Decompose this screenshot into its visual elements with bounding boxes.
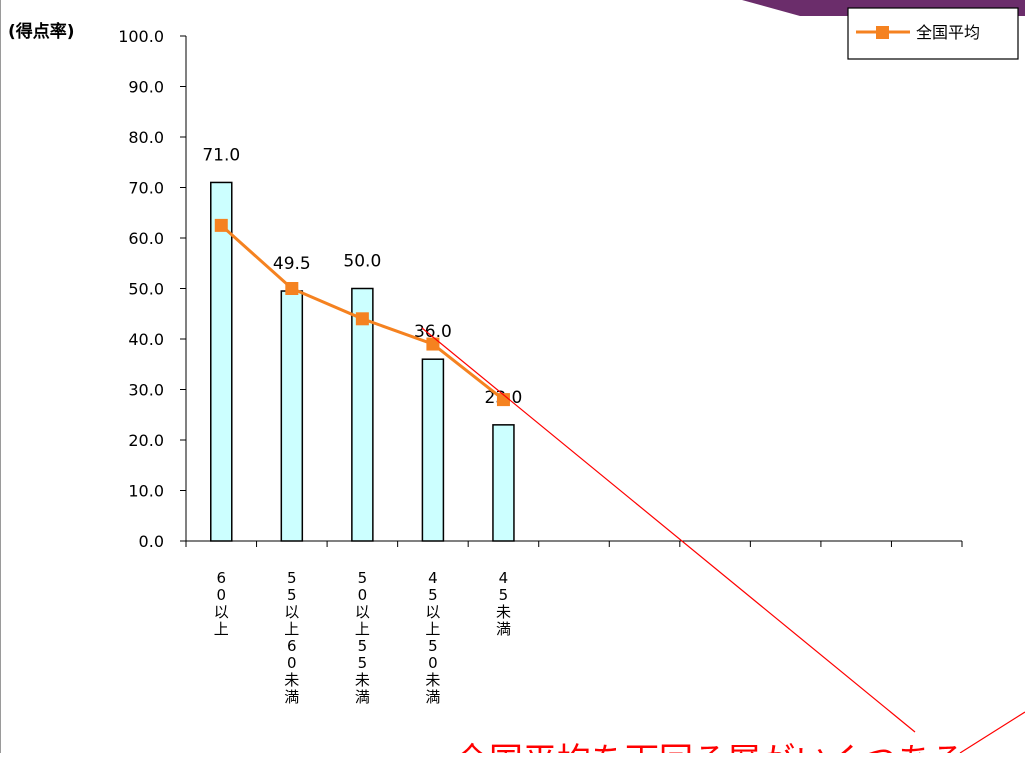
y-axis-title: (得点率) bbox=[8, 21, 75, 42]
y-tick-label: 70.0 bbox=[128, 179, 164, 198]
bar-data-label: 36.0 bbox=[414, 322, 452, 342]
bar bbox=[492, 424, 515, 542]
y-tick-label: 30.0 bbox=[128, 381, 164, 400]
line-point-marker bbox=[355, 312, 369, 326]
annotation-text: 全国平均を下回る層がいくつある bbox=[455, 741, 965, 753]
y-tick-label: 80.0 bbox=[128, 128, 164, 147]
legend-marker bbox=[876, 26, 889, 39]
y-tick-label: 20.0 bbox=[128, 431, 164, 450]
x-tick-label: 6 0 以上 bbox=[214, 569, 229, 638]
pointer-line bbox=[421, 327, 916, 733]
bar-data-label: 49.5 bbox=[273, 254, 311, 274]
y-tick-label: 0.0 bbox=[139, 532, 164, 551]
bar bbox=[351, 287, 374, 542]
bar-data-label: 71.0 bbox=[202, 145, 240, 165]
line-point-marker bbox=[496, 393, 510, 407]
pointer-line-right bbox=[959, 711, 1025, 754]
x-tick-label: 5 5 以上 6 0 未満 bbox=[284, 569, 299, 706]
x-tick-label: 4 5 以上 5 0 未満 bbox=[425, 569, 440, 706]
x-tick-label: 4 5 未満 bbox=[496, 569, 511, 638]
y-tick-label: 60.0 bbox=[128, 229, 164, 248]
legend-label: 全国平均 bbox=[916, 23, 980, 42]
bar bbox=[280, 290, 304, 542]
y-tick-label: 90.0 bbox=[128, 78, 164, 97]
bar bbox=[421, 358, 445, 542]
bar-data-label: 50.0 bbox=[343, 252, 381, 272]
y-tick-label: 100.0 bbox=[118, 27, 164, 46]
line-point-marker bbox=[426, 337, 440, 351]
y-tick-label: 10.0 bbox=[128, 482, 164, 501]
line-point-marker bbox=[285, 282, 299, 295]
x-tick-label: 5 0 以上 5 5 未満 bbox=[355, 569, 370, 706]
line-point-marker bbox=[214, 218, 228, 232]
y-tick-label: 40.0 bbox=[128, 330, 164, 349]
bar bbox=[210, 181, 233, 542]
y-tick-label: 50.0 bbox=[128, 280, 164, 299]
